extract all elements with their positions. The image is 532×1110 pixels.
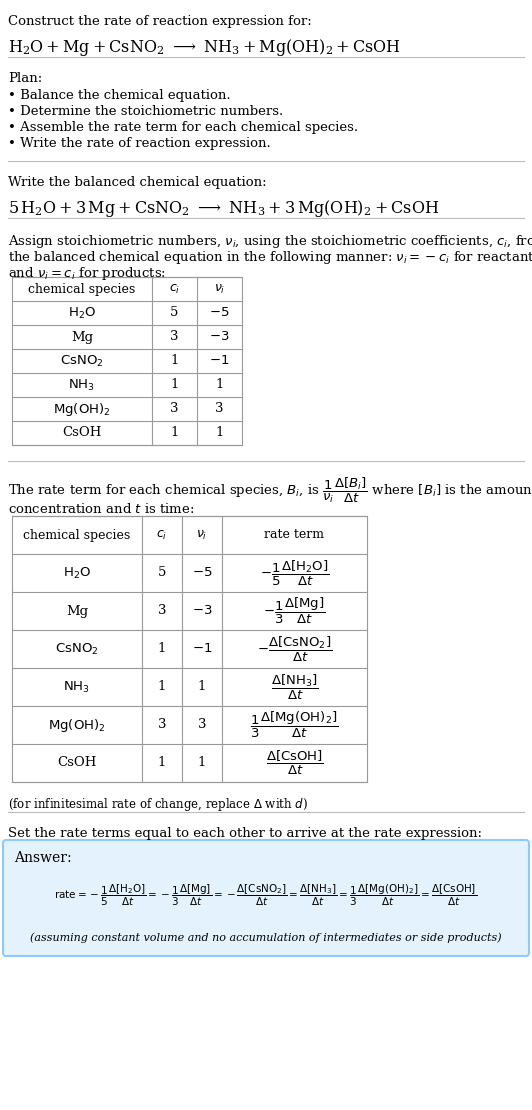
Text: CsOH: CsOH	[62, 426, 102, 440]
FancyBboxPatch shape	[3, 840, 529, 956]
Text: $\mathrm{Mg(OH)_2}$: $\mathrm{Mg(OH)_2}$	[53, 401, 111, 417]
Text: Plan:: Plan:	[8, 72, 42, 85]
Text: 1: 1	[158, 643, 166, 656]
Text: Assign stoichiometric numbers, $\nu_i$, using the stoichiometric coefficients, $: Assign stoichiometric numbers, $\nu_i$, …	[8, 233, 532, 250]
Text: $c_i$: $c_i$	[169, 282, 180, 295]
Text: $\mathrm{rate} = -\dfrac{1}{5}\dfrac{\Delta[\mathrm{H_2O}]}{\Delta t} = -\dfrac{: $\mathrm{rate} = -\dfrac{1}{5}\dfrac{\De…	[54, 882, 478, 908]
Text: $\nu_i$: $\nu_i$	[214, 282, 225, 295]
Text: $-1$: $-1$	[209, 354, 230, 367]
Text: 3: 3	[170, 331, 179, 343]
Text: Answer:: Answer:	[14, 851, 72, 865]
Text: 1: 1	[158, 757, 166, 769]
Text: Mg: Mg	[71, 331, 93, 343]
Text: $-\dfrac{1}{3}\dfrac{\Delta[\mathrm{Mg}]}{\Delta t}$: $-\dfrac{1}{3}\dfrac{\Delta[\mathrm{Mg}]…	[263, 596, 326, 626]
Text: chemical species: chemical species	[23, 528, 131, 542]
Text: $-5$: $-5$	[192, 566, 212, 579]
Text: 1: 1	[215, 426, 223, 440]
Text: Write the balanced chemical equation:: Write the balanced chemical equation:	[8, 176, 267, 189]
Text: $-3$: $-3$	[192, 605, 212, 617]
Text: rate term: rate term	[264, 528, 325, 542]
Text: 1: 1	[170, 354, 179, 367]
Text: $\mathrm{NH_3}$: $\mathrm{NH_3}$	[63, 679, 90, 695]
Text: Set the rate terms equal to each other to arrive at the rate expression:: Set the rate terms equal to each other t…	[8, 827, 482, 840]
Text: $\mathrm{H_2O}$: $\mathrm{H_2O}$	[68, 305, 96, 321]
Text: $-5$: $-5$	[209, 306, 230, 320]
Text: • Balance the chemical equation.: • Balance the chemical equation.	[8, 89, 231, 102]
Text: $\mathrm{H_2O}$: $\mathrm{H_2O}$	[63, 565, 91, 581]
Text: 1: 1	[198, 757, 206, 769]
Bar	[12, 516, 367, 783]
Text: and $\nu_i = c_i$ for products:: and $\nu_i = c_i$ for products:	[8, 265, 166, 282]
Text: (for infinitesimal rate of change, replace $\Delta$ with $d$): (for infinitesimal rate of change, repla…	[8, 796, 308, 813]
Text: 3: 3	[215, 403, 224, 415]
Text: • Write the rate of reaction expression.: • Write the rate of reaction expression.	[8, 137, 271, 150]
Text: 1: 1	[170, 379, 179, 392]
Text: 3: 3	[170, 403, 179, 415]
Text: • Determine the stoichiometric numbers.: • Determine the stoichiometric numbers.	[8, 105, 283, 118]
Text: chemical species: chemical species	[28, 283, 136, 295]
Text: 3: 3	[158, 718, 166, 731]
Text: $-\dfrac{\Delta[\mathrm{CsNO_2}]}{\Delta t}$: $-\dfrac{\Delta[\mathrm{CsNO_2}]}{\Delta…	[257, 635, 332, 664]
Bar	[12, 278, 242, 445]
Text: $\mathregular{5\,H_2O + 3\,Mg + CsNO_2}$ $\mathregular{\longrightarrow}$ $\mathr: $\mathregular{5\,H_2O + 3\,Mg + CsNO_2}$…	[8, 198, 439, 219]
Text: $\dfrac{\Delta[\mathrm{NH_3}]}{\Delta t}$: $\dfrac{\Delta[\mathrm{NH_3}]}{\Delta t}…	[271, 673, 318, 702]
Text: 3: 3	[158, 605, 166, 617]
Text: $\mathrm{CsNO_2}$: $\mathrm{CsNO_2}$	[55, 642, 99, 656]
Text: $\dfrac{\Delta[\mathrm{CsOH}]}{\Delta t}$: $\dfrac{\Delta[\mathrm{CsOH}]}{\Delta t}…	[265, 749, 323, 777]
Text: 5: 5	[170, 306, 179, 320]
Text: $\mathrm{CsNO_2}$: $\mathrm{CsNO_2}$	[60, 353, 104, 369]
Text: Mg: Mg	[66, 605, 88, 617]
Text: • Assemble the rate term for each chemical species.: • Assemble the rate term for each chemic…	[8, 121, 358, 134]
Text: $\dfrac{1}{3}\dfrac{\Delta[\mathrm{Mg(OH)_2}]}{\Delta t}$: $\dfrac{1}{3}\dfrac{\Delta[\mathrm{Mg(OH…	[250, 710, 339, 740]
Text: 1: 1	[198, 680, 206, 694]
Text: $-1$: $-1$	[192, 643, 212, 656]
Text: The rate term for each chemical species, $B_i$, is $\dfrac{1}{\nu_i}\dfrac{\Delt: The rate term for each chemical species,…	[8, 476, 532, 505]
Text: $\mathrm{Mg(OH)_2}$: $\mathrm{Mg(OH)_2}$	[48, 716, 106, 734]
Text: Construct the rate of reaction expression for:: Construct the rate of reaction expressio…	[8, 16, 312, 28]
Text: $-\dfrac{1}{5}\dfrac{\Delta[\mathrm{H_2O}]}{\Delta t}$: $-\dfrac{1}{5}\dfrac{\Delta[\mathrm{H_2O…	[260, 558, 329, 587]
Text: the balanced chemical equation in the following manner: $\nu_i = -c_i$ for react: the balanced chemical equation in the fo…	[8, 249, 532, 266]
Text: $c_i$: $c_i$	[156, 528, 168, 542]
Text: 1: 1	[215, 379, 223, 392]
Text: $\mathrm{NH_3}$: $\mathrm{NH_3}$	[69, 377, 96, 393]
Text: 5: 5	[158, 566, 166, 579]
Text: concentration and $t$ is time:: concentration and $t$ is time:	[8, 502, 194, 516]
Text: (assuming constant volume and no accumulation of intermediates or side products): (assuming constant volume and no accumul…	[30, 932, 502, 944]
Text: 1: 1	[158, 680, 166, 694]
Text: $\nu_i$: $\nu_i$	[196, 528, 207, 542]
Text: $-3$: $-3$	[209, 331, 230, 343]
Text: 3: 3	[198, 718, 206, 731]
Text: 1: 1	[170, 426, 179, 440]
Text: $\mathregular{H_2O + Mg + CsNO_2}$ $\mathregular{\longrightarrow}$ $\mathregular: $\mathregular{H_2O + Mg + CsNO_2}$ $\mat…	[8, 37, 401, 58]
Text: CsOH: CsOH	[57, 757, 97, 769]
